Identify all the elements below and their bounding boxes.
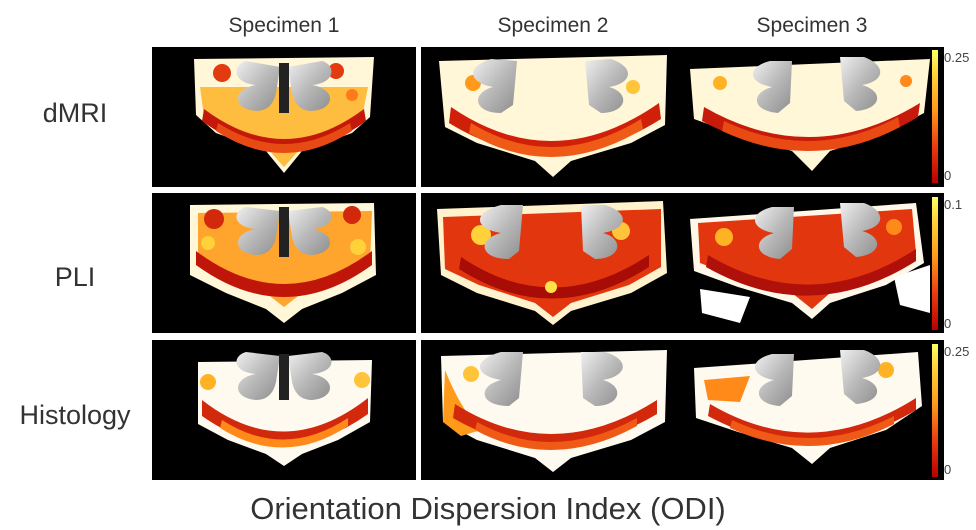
panel-dmri-specimen-2 (421, 47, 685, 187)
panel-histology-specimen-3 (680, 340, 944, 480)
row-label-dmri: dMRI (42, 98, 108, 128)
column-header-specimen-3: Specimen 3 (756, 14, 868, 37)
colorbar-histology-min: 0 (944, 462, 952, 477)
colorbar-pli-max: 0.1 (944, 197, 963, 212)
colorbar-pli-min: 0 (944, 316, 952, 331)
panel-dmri-specimen-3 (680, 47, 944, 187)
column-header-specimen-1: Specimen 1 (228, 14, 340, 37)
colorbar-pli (932, 197, 938, 330)
panel-pli-specimen-2 (421, 193, 685, 333)
column-header-specimen-2: Specimen 2 (497, 14, 609, 37)
row-label-pli: PLI (54, 262, 96, 292)
panel-histology-specimen-2 (421, 340, 685, 480)
panel-dmri-specimen-1 (152, 47, 416, 187)
colorbar-histology-max: 0.25 (944, 344, 970, 359)
panel-histology-specimen-1 (152, 340, 416, 480)
colorbar-dmri-max: 0.25 (944, 50, 970, 65)
panel-pli-specimen-1 (152, 193, 416, 333)
row-label-histology: Histology (19, 400, 131, 430)
panel-pli-specimen-3 (680, 193, 944, 333)
colorbar-dmri (932, 50, 938, 183)
figure-caption: Orientation Dispersion Index (ODI) (250, 491, 726, 526)
colorbar-dmri-min: 0 (944, 168, 952, 183)
colorbar-histology (932, 344, 938, 477)
